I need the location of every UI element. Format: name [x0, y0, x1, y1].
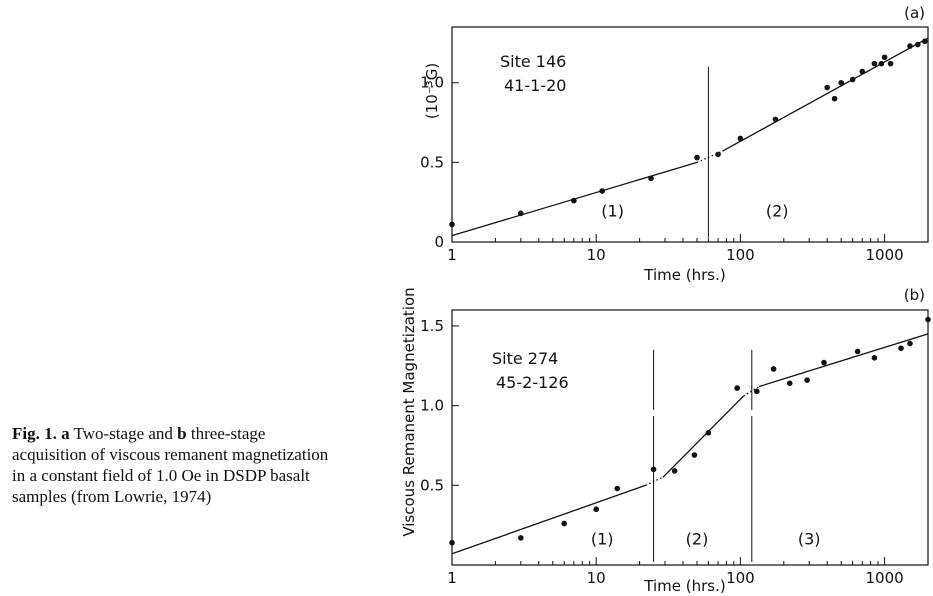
data-point — [593, 506, 599, 513]
data-point — [878, 60, 885, 67]
site-annotation: Site 274 — [492, 349, 558, 368]
figure-caption: Fig. 1. a Two-stage and b three-stage ac… — [12, 423, 342, 507]
data-point — [859, 68, 866, 75]
caption-fig-label: Fig. 1. — [12, 424, 57, 443]
panel-label: (b) — [904, 286, 925, 304]
data-point — [898, 345, 904, 352]
site-annotation: Site 146 — [500, 52, 566, 71]
data-point — [772, 116, 779, 123]
fit-line-dotted — [696, 150, 723, 163]
x-axis-label: Time (hrs.) — [643, 266, 725, 284]
caption-a-label: a — [61, 424, 70, 443]
x-axis-label: Time (hrs.) — [643, 577, 725, 595]
data-point — [925, 316, 931, 323]
data-point — [831, 95, 838, 102]
x-tick-label: 100 — [726, 569, 755, 587]
fit-line — [722, 37, 929, 152]
y-axis-unit-label: (10⁻³G) — [423, 63, 441, 119]
site-annotation: 45-2-126 — [496, 373, 569, 392]
panel-label: (a) — [904, 4, 925, 22]
stage-label: (1) — [591, 529, 614, 548]
data-point — [887, 60, 894, 67]
data-point — [561, 520, 568, 527]
stage-label: (2) — [686, 529, 709, 548]
y-tick-label: 1.0 — [420, 74, 444, 92]
data-point — [786, 380, 793, 387]
data-point — [824, 84, 831, 91]
plot-frame — [451, 26, 929, 243]
fit-line-dotted — [645, 476, 664, 486]
data-point — [915, 41, 921, 48]
data-point — [734, 385, 740, 391]
data-point — [804, 377, 810, 383]
data-point — [694, 154, 700, 161]
data-point — [449, 539, 455, 546]
plot-frame — [451, 309, 929, 566]
data-point — [770, 366, 777, 372]
data-point — [449, 221, 455, 228]
caption-b-label: b — [177, 424, 187, 443]
data-point — [705, 429, 712, 436]
caption-text-1: Two-stage and — [69, 424, 178, 443]
data-point — [921, 38, 928, 45]
y-tick-label: 1.5 — [420, 317, 444, 335]
x-tick-label: 100 — [726, 246, 755, 264]
fit-line — [662, 395, 744, 478]
x-tick-label: 1000 — [865, 246, 903, 264]
data-point — [907, 43, 913, 49]
data-point — [737, 135, 744, 142]
chart-panel-b: 1 10 100 1000 0.5 1.0 1.5 Time (hrs.) (b) Site 27… — [420, 286, 931, 595]
shared-y-axis-label: Viscous Remanent Magnetization — [400, 287, 418, 536]
data-point — [599, 188, 605, 194]
x-tick-label: 10 — [587, 569, 606, 587]
fit-line — [451, 484, 646, 555]
data-point — [871, 60, 878, 67]
stage-label: (3) — [798, 529, 821, 548]
data-point — [881, 54, 888, 61]
data-point — [849, 76, 856, 83]
fit-line-dotted — [743, 385, 760, 397]
x-tick-label: 10 — [587, 246, 606, 264]
chart-panel-a: 1 10 100 1000 0 0.5 1.0 Time (hrs.) (10⁻³G) (a) Si… — [420, 4, 929, 284]
data-point — [648, 175, 654, 182]
caption-text-2: three-stage acquisition of viscous reman… — [12, 424, 329, 506]
data-point — [871, 355, 878, 361]
data-point — [517, 535, 524, 541]
data-point — [754, 388, 760, 395]
data-point — [838, 79, 844, 86]
stage-label: (2) — [766, 202, 789, 221]
data-point — [650, 466, 657, 473]
x-tick-label: 1 — [447, 246, 457, 264]
data-point — [614, 485, 621, 492]
data-point — [571, 197, 577, 204]
y-tick-label: 1.0 — [420, 397, 444, 415]
y-tick-label: 0.5 — [420, 476, 444, 494]
x-tick-label: 1 — [447, 569, 457, 587]
data-point — [854, 348, 861, 355]
y-tick-label: 0.5 — [420, 153, 444, 171]
site-annotation: 41-1-20 — [504, 76, 566, 95]
data-point — [517, 210, 524, 217]
data-point — [671, 468, 678, 474]
fit-line — [759, 333, 929, 388]
data-point — [715, 151, 721, 158]
data-point — [691, 452, 698, 458]
data-point — [821, 359, 827, 366]
y-tick-label: 0 — [434, 233, 444, 251]
x-tick-label: 1000 — [865, 569, 903, 587]
data-point — [907, 340, 913, 347]
stage-label: (1) — [601, 202, 624, 221]
